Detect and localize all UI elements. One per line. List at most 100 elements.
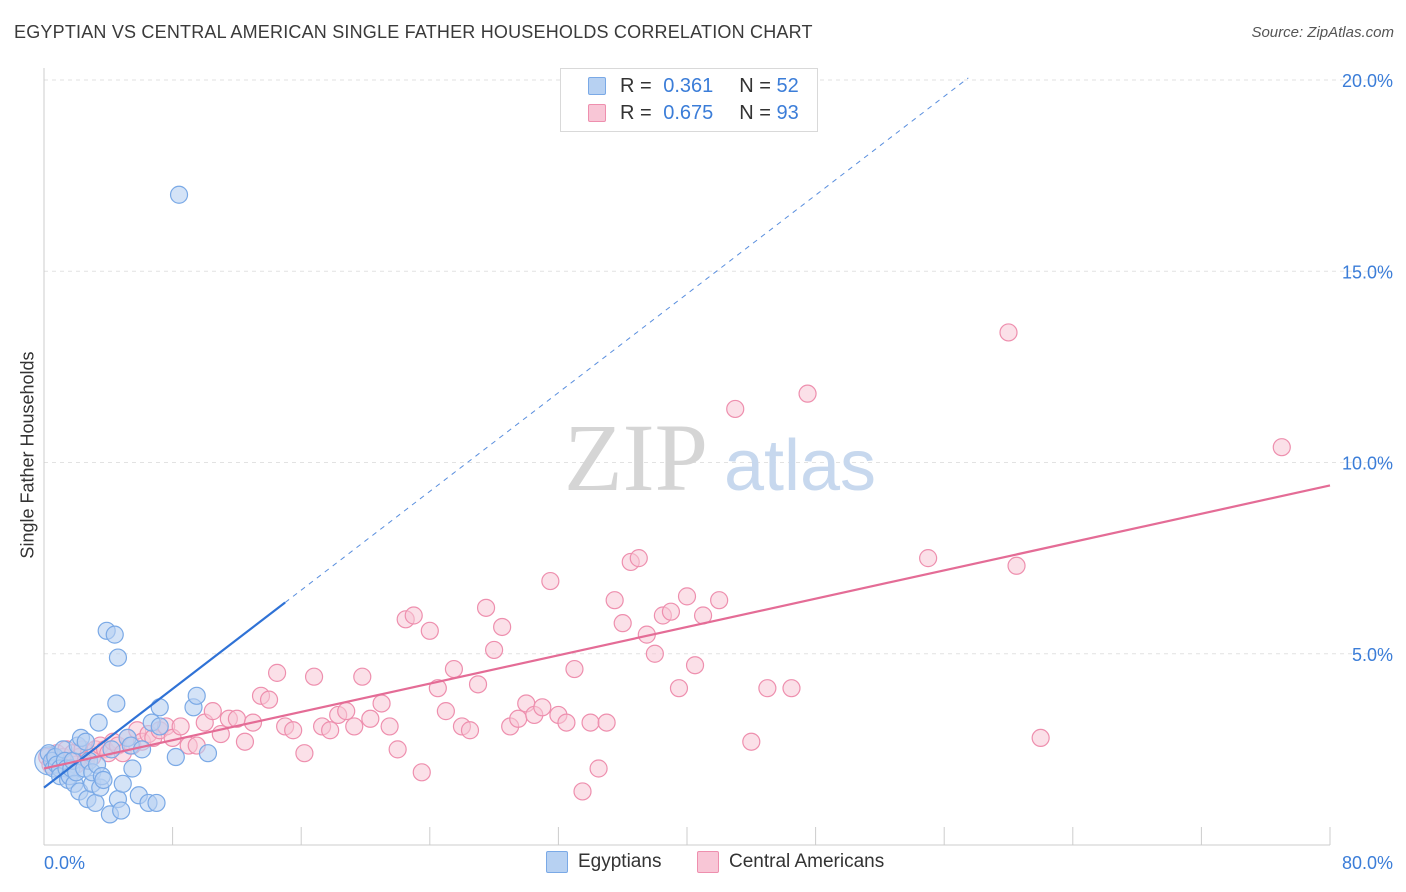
- central-americans-point: [557, 713, 576, 732]
- central-americans-point: [353, 667, 372, 686]
- egyptians-point: [150, 717, 169, 736]
- x-tick-label: 0.0%: [44, 853, 85, 873]
- egyptians-point: [132, 740, 152, 759]
- source-credit: Source: ZipAtlas.com: [1251, 24, 1394, 41]
- y-tick-label: 15.0%: [1342, 262, 1393, 282]
- central-americans-swatch: [588, 104, 606, 122]
- central-americans-point: [321, 721, 340, 740]
- central-americans-point: [999, 323, 1018, 342]
- central-americans-point: [710, 591, 729, 610]
- central-americans-trend-line: [43, 484, 1331, 770]
- central-americans-r-value: 0.675: [663, 101, 714, 124]
- central-americans-point: [468, 675, 488, 694]
- tick-labels: 5.0% 10.0% 15.0% 20.0% 0.0% 80.0%: [44, 71, 1393, 873]
- egyptians-points: [34, 185, 218, 824]
- central-americans-n-value: 93: [776, 101, 799, 124]
- central-americans-point: [485, 640, 504, 660]
- egyptians-point: [123, 759, 142, 778]
- central-americans-point: [798, 384, 817, 403]
- central-americans-point: [412, 763, 431, 782]
- y-tick-label: 20.0%: [1342, 71, 1393, 91]
- egyptians-point: [147, 793, 166, 813]
- stats-legend: R = 0.361 N = 52 R = 0.675 N = 93: [560, 68, 818, 132]
- egyptians-point: [112, 801, 131, 820]
- central-americans-point: [677, 587, 697, 606]
- central-americans-point: [613, 614, 632, 633]
- central-americans-point: [345, 717, 364, 736]
- central-americans-point: [267, 663, 287, 682]
- central-americans-point: [380, 717, 399, 736]
- central-americans-point: [460, 721, 480, 740]
- central-americans-point: [1272, 438, 1291, 457]
- legend-row-central-americans: R = 0.675 N = 93: [588, 100, 799, 126]
- central-americans-point: [284, 721, 303, 740]
- central-americans-point: [669, 679, 689, 698]
- egyptians-point: [108, 648, 128, 667]
- central-americans-point: [645, 644, 664, 663]
- y-tick-label: 5.0%: [1352, 645, 1393, 665]
- central-americans-point: [742, 732, 761, 751]
- central-americans-point: [436, 702, 455, 721]
- watermark-atlas: atlas: [724, 426, 876, 506]
- axes: [43, 68, 1331, 846]
- central-americans-point: [337, 702, 356, 721]
- central-americans-point: [1031, 728, 1050, 748]
- central-americans-point: [573, 782, 592, 801]
- central-americans-point: [1007, 556, 1026, 575]
- central-americans-point: [259, 690, 279, 709]
- egyptians-swatch: [588, 77, 606, 95]
- central-americans-point: [295, 744, 314, 763]
- legend-item-central-americans[interactable]: Central Americans: [697, 851, 884, 873]
- egyptians-point: [107, 694, 126, 713]
- r-label: R =: [620, 101, 652, 124]
- chart-title: EGYPTIAN VS CENTRAL AMERICAN SINGLE FATH…: [14, 22, 813, 42]
- egyptians-legend-swatch: [546, 851, 568, 873]
- central-americans-point: [203, 702, 222, 721]
- gridlines: [44, 79, 1392, 655]
- central-americans-point: [782, 679, 801, 698]
- central-americans-point: [605, 591, 624, 610]
- legend-item-egyptians[interactable]: Egyptians: [546, 851, 661, 873]
- central-americans-point: [589, 759, 608, 778]
- egyptians-point: [86, 793, 105, 813]
- central-americans-point: [372, 694, 391, 713]
- central-americans-legend-swatch: [697, 851, 719, 873]
- central-americans-point: [404, 606, 423, 625]
- egyptians-point: [105, 625, 124, 644]
- r-label: R =: [620, 74, 652, 97]
- egyptians-legend-label: Egyptians: [578, 851, 662, 872]
- central-americans-point: [581, 713, 600, 732]
- central-americans-point: [541, 571, 560, 591]
- egyptians-trend-extension: [284, 77, 969, 603]
- central-americans-point: [509, 709, 528, 728]
- central-americans-point: [388, 740, 407, 759]
- egyptians-trend-line: [43, 601, 286, 789]
- central-americans-point: [533, 698, 552, 717]
- egyptians-point: [76, 732, 95, 751]
- central-americans-point: [629, 549, 648, 568]
- egyptians-point: [187, 686, 206, 705]
- central-americans-point: [235, 732, 255, 751]
- trend-lines: [43, 77, 1331, 789]
- central-americans-point: [420, 621, 439, 640]
- central-americans-point: [304, 667, 324, 686]
- egyptians-r-value: 0.361: [663, 74, 714, 97]
- egyptians-point: [89, 713, 108, 732]
- central-americans-point: [476, 598, 496, 617]
- legend-row-egyptians: R = 0.361 N = 52: [588, 73, 799, 99]
- central-americans-point: [597, 713, 616, 732]
- central-americans-point: [493, 617, 512, 637]
- central-americans-point: [726, 399, 745, 419]
- central-americans-point: [919, 549, 938, 568]
- egyptians-point: [198, 744, 218, 763]
- watermark-zip: ZIP: [564, 404, 708, 511]
- central-americans-point: [444, 659, 464, 679]
- central-americans-point: [565, 659, 584, 679]
- central-americans-point: [685, 656, 705, 675]
- egyptians-point: [150, 698, 169, 717]
- central-americans-point: [361, 709, 380, 728]
- n-label: N =: [739, 74, 771, 97]
- n-label: N =: [739, 101, 771, 124]
- y-tick-label: 10.0%: [1342, 454, 1393, 474]
